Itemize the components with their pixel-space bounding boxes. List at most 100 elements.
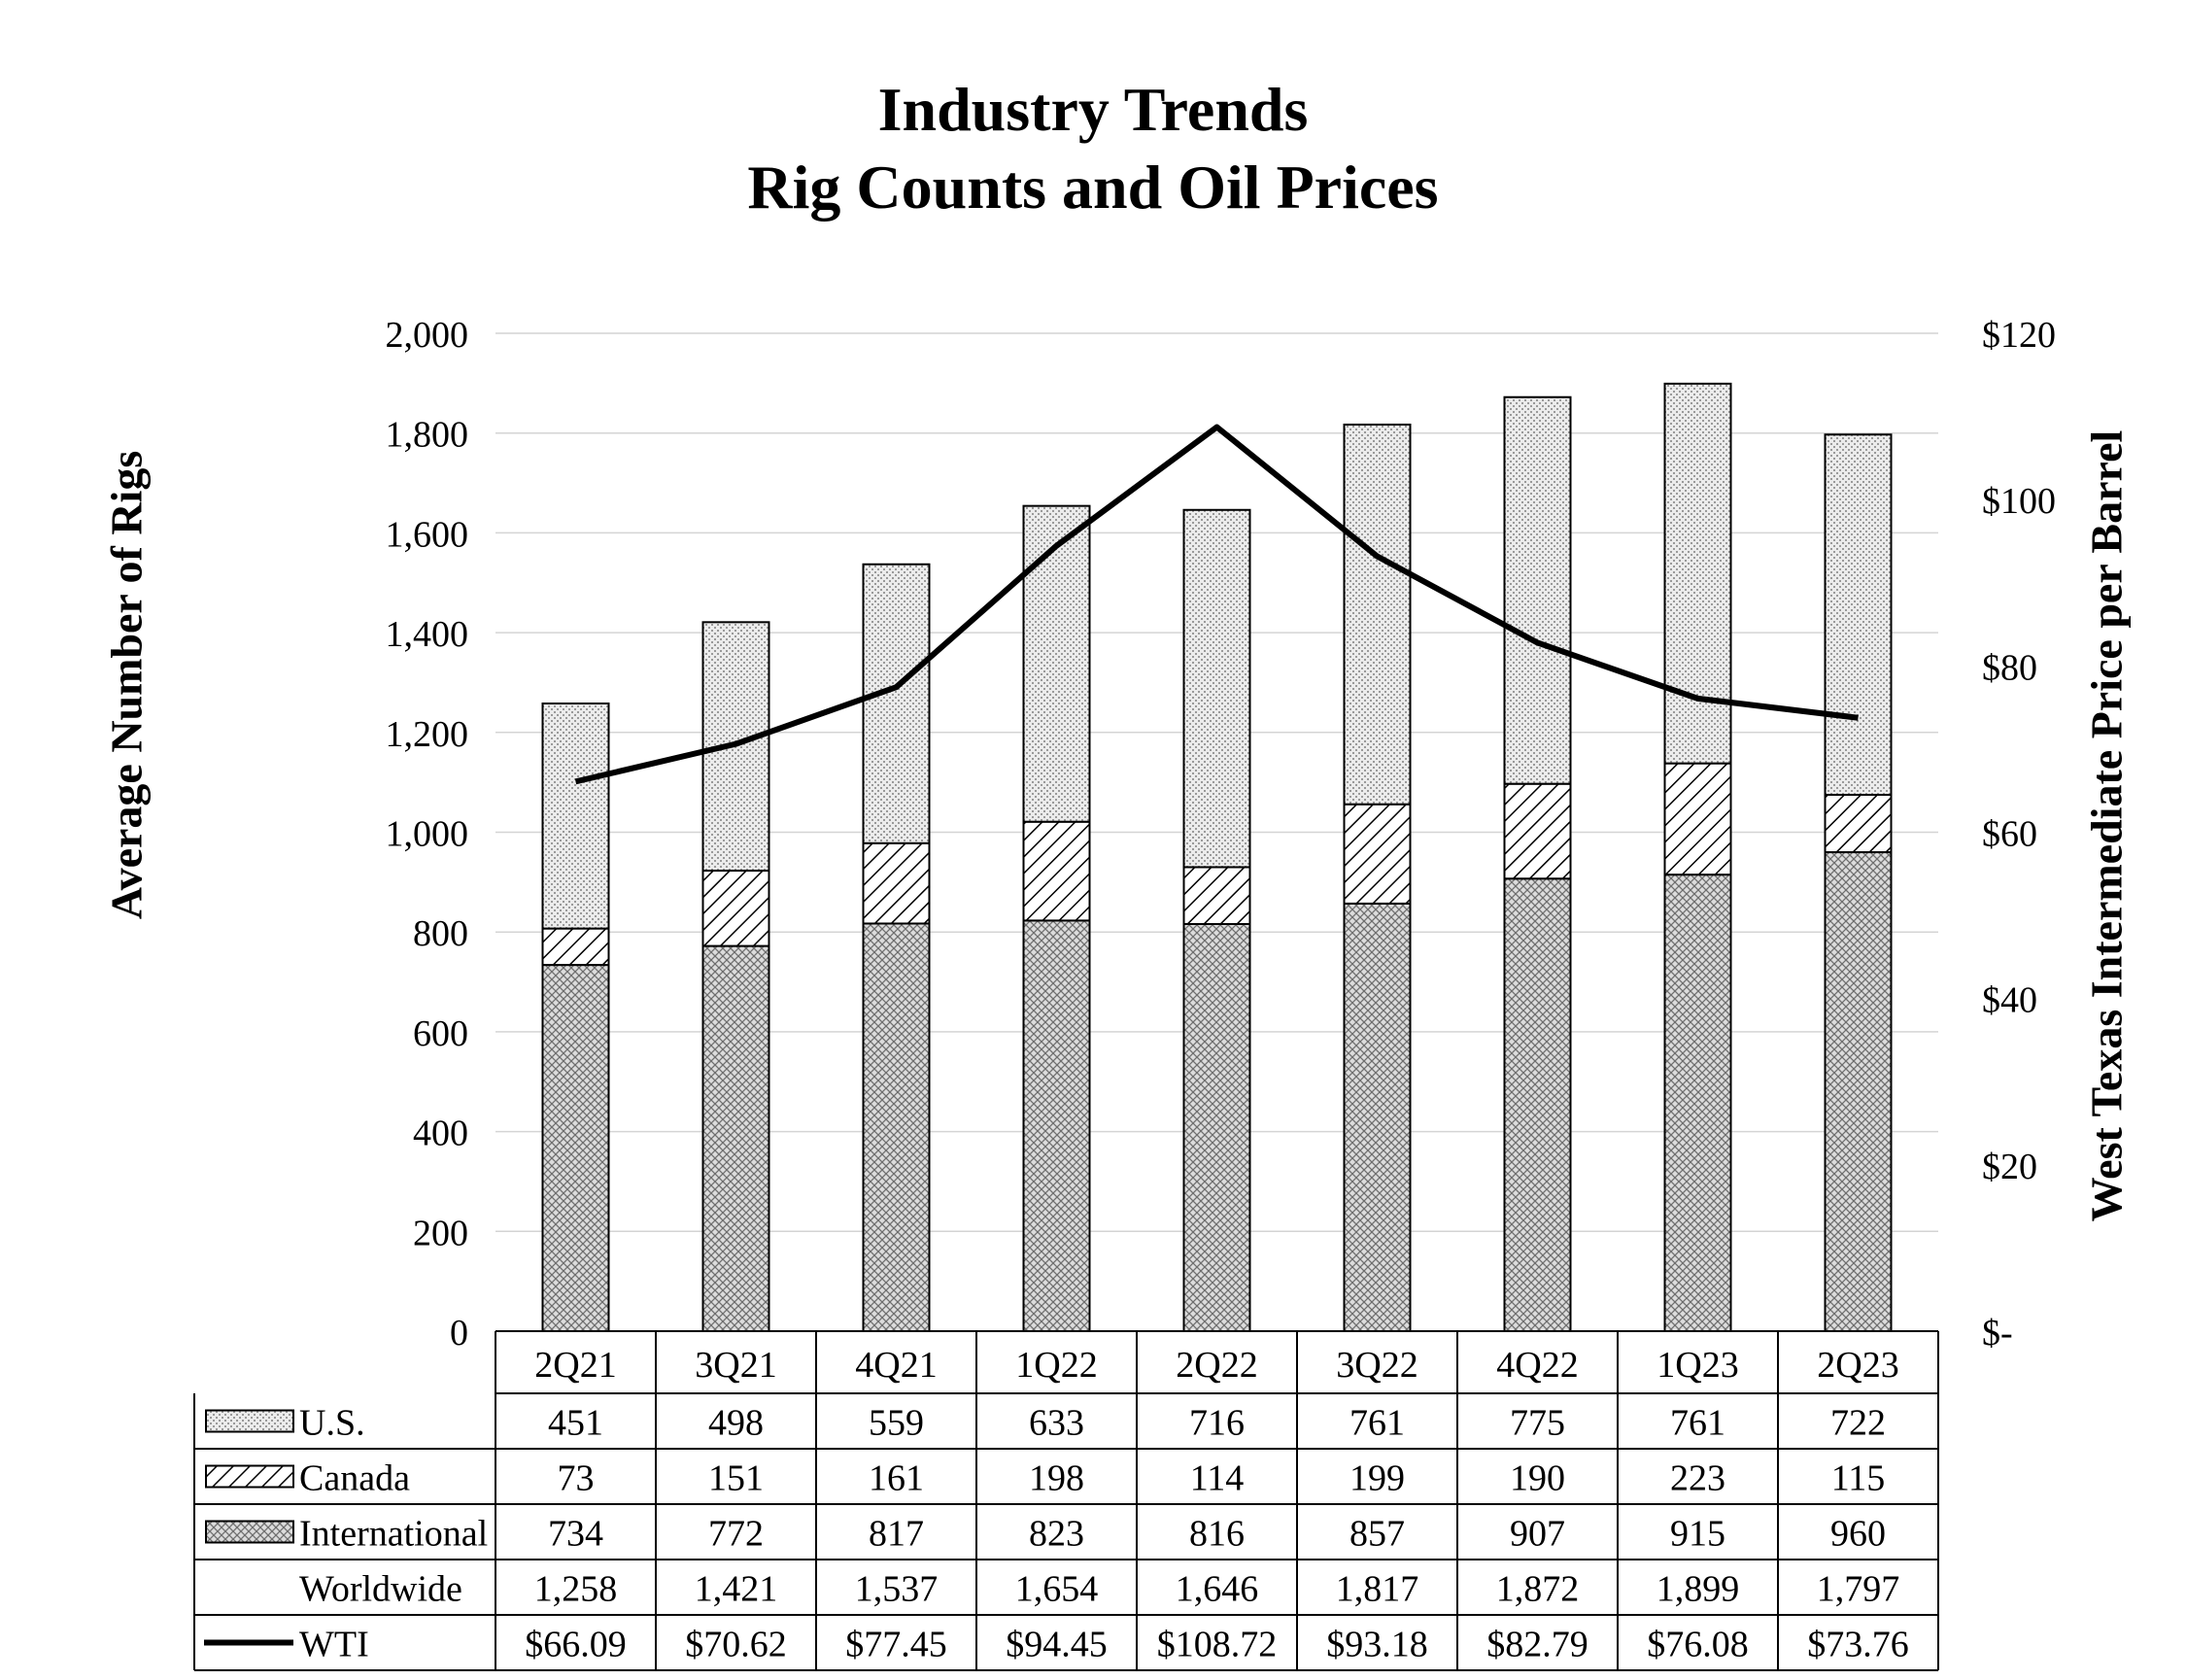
y-tick-label-left: 1,800	[386, 415, 469, 456]
bar-canada-4q22	[1503, 782, 1572, 880]
table-cell-wti-1q22: $94.45	[1006, 1625, 1108, 1665]
y-tick-label-left: 200	[413, 1213, 468, 1253]
table-cell-wti-2q21: $66.09	[525, 1625, 627, 1665]
y-tick-label-left: 2,000	[386, 315, 469, 356]
y-tick-label-left: 400	[413, 1114, 468, 1154]
bar-international-4q22	[1503, 877, 1572, 1332]
bar-international-3q22	[1343, 902, 1412, 1332]
table-cell-us-1q23: 761	[1670, 1403, 1725, 1444]
bar-us-2q22	[1182, 508, 1251, 869]
legend-swatch-canada	[205, 1464, 294, 1489]
chart-title-line-1: Industry Trends	[877, 75, 1309, 144]
table-cell-worldwide-2q23: 1,797	[1817, 1569, 1900, 1610]
y-tick-label-left: 1,200	[386, 714, 469, 755]
table-cell-canada-3q21: 151	[708, 1458, 764, 1499]
table-cell-worldwide-2q22: 1,646	[1176, 1569, 1259, 1610]
table-cell-international-1q22: 823	[1029, 1514, 1084, 1555]
bar-us-1q23	[1663, 382, 1732, 765]
table-cell-wti-2q22: $108.72	[1157, 1625, 1278, 1665]
x-tick-label: 2Q21	[534, 1345, 616, 1386]
y-tick-label-right: $120	[1982, 315, 2056, 356]
table-cell-canada-4q22: 190	[1510, 1458, 1565, 1499]
x-tick-label: 4Q21	[855, 1345, 937, 1386]
table-cell-international-2q23: 960	[1830, 1514, 1886, 1555]
legend-swatch-us	[205, 1409, 294, 1433]
x-tick-label: 3Q21	[695, 1345, 776, 1386]
bar-us-2q23	[1824, 433, 1893, 796]
bar-international-2q22	[1182, 922, 1251, 1332]
y-tick-label-right: $100	[1982, 481, 2056, 522]
x-tick-label: 1Q22	[1015, 1345, 1097, 1386]
bar-international-3q21	[701, 944, 770, 1332]
bar-canada-4q21	[862, 841, 931, 925]
table-cell-us-2q21: 451	[548, 1403, 603, 1444]
table-cell-international-2q22: 816	[1189, 1514, 1245, 1555]
table-cell-worldwide-3q22: 1,817	[1336, 1569, 1419, 1610]
table-cell-wti-3q22: $93.18	[1326, 1625, 1428, 1665]
y-tick-label-right: $80	[1982, 647, 2037, 688]
y-tick-label-right: $40	[1982, 980, 2037, 1021]
table-cell-international-4q21: 817	[869, 1514, 924, 1555]
x-tick-label: 2Q23	[1817, 1345, 1898, 1386]
bar-canada-1q23	[1663, 762, 1732, 876]
table-cell-worldwide-3q21: 1,421	[695, 1569, 778, 1610]
x-tick-label: 1Q23	[1657, 1345, 1738, 1386]
table-row-label-international: International	[299, 1514, 488, 1555]
bar-international-4q21	[862, 922, 931, 1333]
table-cell-worldwide-1q22: 1,654	[1015, 1569, 1099, 1610]
table-cell-us-2q22: 716	[1189, 1403, 1245, 1444]
y-tick-label-left: 800	[413, 913, 468, 954]
table-cell-canada-2q21: 73	[558, 1458, 595, 1499]
table-cell-canada-2q23: 115	[1831, 1458, 1886, 1499]
bar-international-2q23	[1824, 851, 1893, 1332]
table-row-label-wti: WTI	[299, 1625, 369, 1665]
table-cell-canada-3q22: 199	[1349, 1458, 1405, 1499]
table-cell-international-1q23: 915	[1670, 1514, 1725, 1555]
x-tick-label: 3Q22	[1336, 1345, 1417, 1386]
legend-swatch-international	[205, 1520, 294, 1544]
table-cell-wti-3q21: $70.62	[685, 1625, 787, 1665]
y-tick-label-left: 1,400	[386, 614, 469, 655]
y-tick-label-left: 1,600	[386, 514, 469, 555]
table-row-label-worldwide: Worldwide	[299, 1569, 462, 1610]
table-cell-wti-4q22: $82.79	[1486, 1625, 1588, 1665]
table-cell-canada-1q23: 223	[1670, 1458, 1725, 1499]
table-cell-canada-4q21: 161	[869, 1458, 924, 1499]
table-cell-us-3q22: 761	[1349, 1403, 1405, 1444]
bar-canada-1q22	[1022, 820, 1091, 922]
bar-canada-3q22	[1343, 803, 1412, 905]
table-cell-canada-1q22: 198	[1029, 1458, 1084, 1499]
y-tick-label-right: $20	[1982, 1147, 2037, 1187]
table-cell-international-3q21: 772	[708, 1514, 764, 1555]
y-tick-label-left: 600	[413, 1013, 468, 1054]
y-tick-label-right: $-	[1982, 1313, 2013, 1354]
bar-canada-3q21	[701, 870, 770, 947]
table-cell-us-1q22: 633	[1029, 1403, 1084, 1444]
table-cell-wti-4q21: $77.45	[845, 1625, 947, 1665]
table-cell-us-4q21: 559	[869, 1403, 924, 1444]
table-cell-us-2q23: 722	[1830, 1403, 1886, 1444]
bar-international-2q21	[541, 964, 610, 1332]
y-tick-label-right: $60	[1982, 814, 2037, 855]
table-cell-worldwide-4q22: 1,872	[1496, 1569, 1580, 1610]
x-tick-label: 4Q22	[1496, 1345, 1578, 1386]
table-cell-international-3q22: 857	[1349, 1514, 1405, 1555]
chart-title-line-2: Rig Counts and Oil Prices	[747, 153, 1439, 222]
bar-us-2q21	[541, 703, 610, 930]
table-row-label-us: U.S.	[299, 1403, 365, 1444]
bar-us-4q22	[1503, 395, 1572, 785]
table-cell-worldwide-4q21: 1,537	[855, 1569, 939, 1610]
bar-us-4q21	[862, 563, 931, 844]
bar-us-1q22	[1022, 504, 1091, 823]
table-cell-canada-2q22: 114	[1190, 1458, 1245, 1499]
y-tick-label-left: 1,000	[386, 814, 469, 855]
table-cell-international-2q21: 734	[548, 1514, 603, 1555]
table-cell-us-3q21: 498	[708, 1403, 764, 1444]
bar-international-1q23	[1663, 874, 1732, 1333]
wti-line	[574, 424, 1859, 785]
table-cell-international-4q22: 907	[1510, 1514, 1565, 1555]
bar-canada-2q23	[1824, 793, 1893, 854]
table-cell-worldwide-1q23: 1,899	[1657, 1569, 1740, 1610]
x-tick-label: 2Q22	[1176, 1345, 1257, 1386]
